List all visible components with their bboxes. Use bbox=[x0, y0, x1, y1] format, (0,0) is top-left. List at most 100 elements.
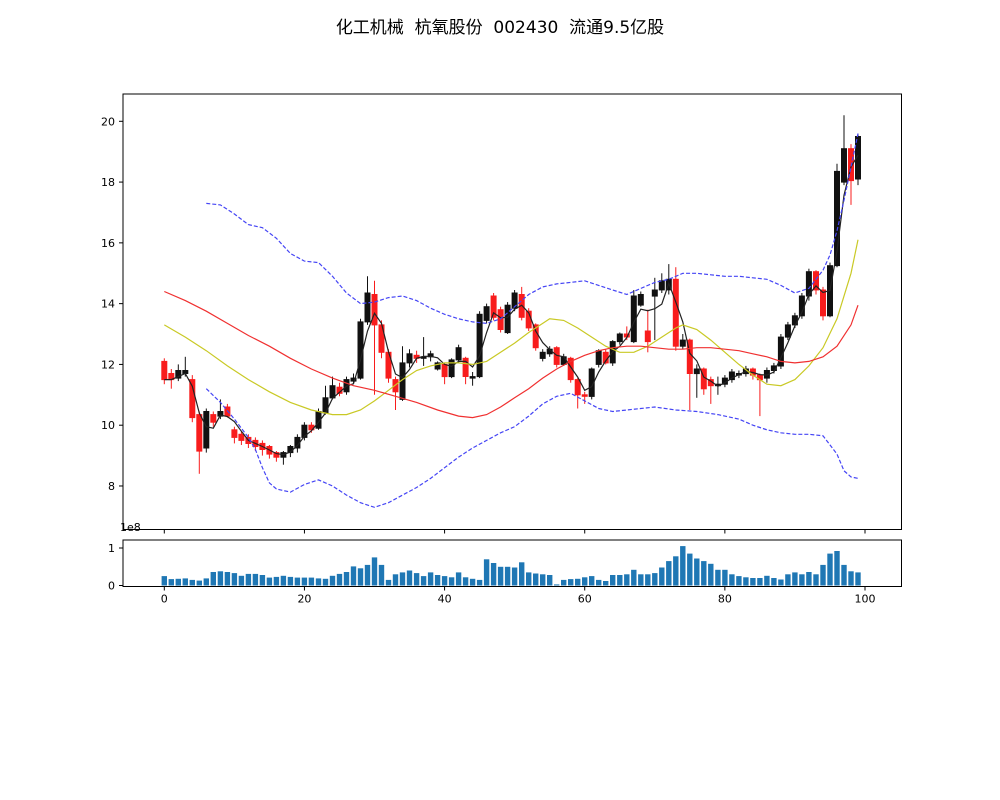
volume-bar bbox=[855, 572, 861, 586]
candle-up bbox=[329, 385, 336, 399]
volume-bar bbox=[645, 574, 651, 586]
volume-bar bbox=[399, 572, 406, 586]
volume-bar bbox=[476, 579, 483, 586]
chart-title: 化工机械 杭氧股份 002430 流通9.5亿股 bbox=[335, 18, 665, 38]
volume-bar bbox=[841, 564, 847, 586]
candle-up bbox=[469, 376, 476, 379]
volume-bar bbox=[799, 574, 805, 586]
candle-up bbox=[203, 411, 210, 449]
volume-bar bbox=[266, 577, 273, 586]
volume-bar bbox=[848, 571, 854, 586]
candle-up bbox=[504, 304, 511, 334]
candle-down bbox=[231, 429, 238, 438]
band-lower bbox=[205, 388, 859, 508]
y-tick-label: 20 bbox=[101, 115, 115, 128]
volume-bar bbox=[547, 575, 553, 586]
candle-down bbox=[574, 379, 581, 396]
volume-bar bbox=[659, 567, 665, 586]
volume-bar bbox=[771, 578, 777, 586]
volume-bar bbox=[238, 575, 245, 586]
volume-axes-frame bbox=[122, 539, 902, 587]
volume-bar bbox=[259, 575, 266, 586]
volume-bar bbox=[631, 569, 637, 586]
x-tick-label: 100 bbox=[855, 593, 876, 606]
y-tick-label: 16 bbox=[101, 237, 115, 250]
candle-down bbox=[567, 357, 574, 381]
candle-up bbox=[511, 292, 518, 309]
candle-down bbox=[238, 433, 245, 441]
volume-bar bbox=[336, 573, 343, 586]
candle-up bbox=[841, 148, 847, 183]
volume-bar bbox=[617, 575, 623, 586]
volume-scale-offset-label: 1e8 bbox=[120, 521, 141, 534]
volume-bar bbox=[413, 573, 420, 586]
volume-bar bbox=[806, 572, 812, 586]
candle-up bbox=[651, 289, 658, 297]
volume-bar bbox=[603, 581, 609, 586]
volume-bar bbox=[736, 576, 742, 586]
ma-line-mid bbox=[163, 239, 859, 416]
candle-up bbox=[434, 362, 441, 370]
candle-up bbox=[483, 306, 490, 321]
volume-bar bbox=[364, 564, 371, 586]
volume-bar bbox=[610, 575, 616, 586]
volume-bar bbox=[350, 566, 357, 586]
volume-bar bbox=[420, 576, 427, 586]
candle-down bbox=[196, 414, 203, 452]
volume-bar bbox=[427, 572, 434, 586]
volume-bar bbox=[673, 556, 679, 586]
volume-bar bbox=[252, 573, 259, 586]
ma-line-fast bbox=[164, 154, 859, 456]
ma-line-slow bbox=[164, 290, 859, 419]
candle-up bbox=[357, 321, 364, 379]
y-tick-label: 12 bbox=[101, 358, 115, 371]
volume-bar bbox=[189, 579, 195, 586]
volume-bar bbox=[792, 572, 798, 586]
volume-bar bbox=[785, 574, 791, 586]
candle-down bbox=[813, 271, 819, 291]
volume-bar bbox=[217, 571, 224, 586]
volume-bar bbox=[322, 578, 329, 586]
volume-bar bbox=[757, 578, 763, 586]
candle-down bbox=[210, 414, 217, 423]
volume-bar bbox=[182, 578, 188, 586]
y-tick-label: 18 bbox=[101, 176, 115, 189]
candle-up bbox=[476, 313, 483, 378]
volume-bar bbox=[504, 566, 511, 586]
candle-down bbox=[371, 294, 378, 326]
candle-down bbox=[581, 394, 588, 397]
volume-bar bbox=[469, 578, 476, 586]
volume-bar bbox=[231, 573, 238, 586]
volume-bar bbox=[434, 575, 441, 586]
candle-up bbox=[658, 280, 665, 291]
candle-up bbox=[637, 294, 644, 306]
candle-up bbox=[855, 136, 861, 180]
candle-up bbox=[406, 353, 413, 364]
volume-bar bbox=[743, 577, 749, 586]
volume-bar bbox=[280, 575, 287, 586]
volume-bar bbox=[161, 576, 167, 586]
volume-bar bbox=[287, 576, 294, 586]
volume-bar bbox=[561, 579, 567, 586]
volume-bar bbox=[596, 579, 602, 586]
volume-bar bbox=[680, 546, 686, 586]
volume-bar bbox=[575, 578, 581, 586]
volume-bar bbox=[462, 577, 469, 586]
volume-bar bbox=[168, 579, 174, 586]
volume-bar bbox=[301, 577, 308, 586]
candle-up bbox=[784, 324, 791, 338]
main-axes-frame bbox=[122, 93, 902, 530]
volume-bar bbox=[519, 562, 525, 586]
candle-up bbox=[693, 368, 700, 375]
volume-bar bbox=[343, 572, 350, 586]
volume-bar bbox=[701, 561, 707, 586]
volume-bar bbox=[820, 564, 826, 586]
candle-up bbox=[595, 350, 602, 365]
candle-down bbox=[672, 278, 679, 347]
volume-bar bbox=[357, 568, 364, 586]
candle-up bbox=[616, 333, 623, 343]
volume-bar bbox=[750, 578, 756, 586]
volume-bar bbox=[694, 558, 700, 586]
volume-tick-label: 0 bbox=[108, 580, 115, 593]
